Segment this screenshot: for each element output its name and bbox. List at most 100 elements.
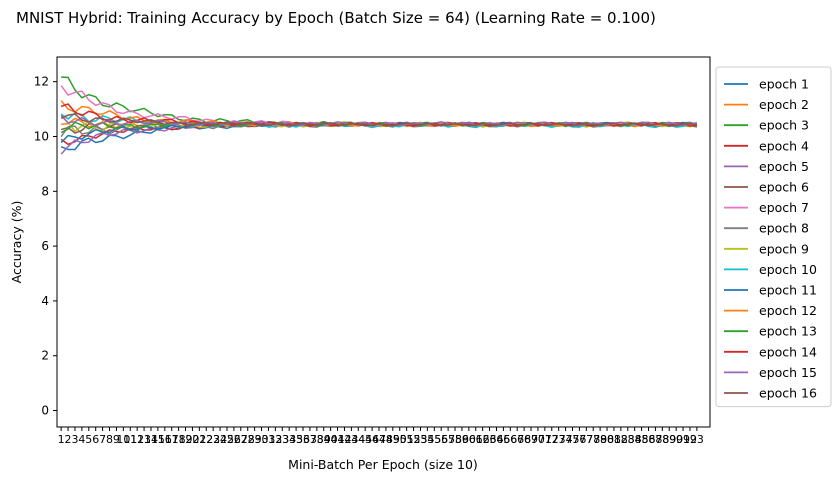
- x-tick-label: 24: [213, 433, 227, 446]
- x-tick-label: 4: [78, 433, 85, 446]
- y-tick-label: 8: [41, 184, 49, 198]
- legend-entry: epoch 9: [759, 241, 809, 256]
- x-tick-label: 54: [420, 433, 434, 446]
- x-tick-label: 65: [496, 433, 510, 446]
- x-tick-label: 42: [337, 433, 351, 446]
- x-tick-label: 78: [586, 433, 600, 446]
- x-tick-label: 69: [524, 433, 538, 446]
- x-tick-label: 28: [241, 433, 255, 446]
- x-tick-label: 85: [635, 433, 649, 446]
- x-tick-label: 16: [158, 433, 172, 446]
- x-tick-label: 44: [351, 433, 365, 446]
- x-tick-label: 71: [538, 433, 552, 446]
- x-tick-label: 92: [683, 433, 697, 446]
- x-tick-label: 93: [690, 433, 704, 446]
- x-tick-label: 37: [303, 433, 317, 446]
- x-tick-label: 45: [358, 433, 372, 446]
- x-tick-label: 2: [65, 433, 72, 446]
- x-tick-label: 14: [144, 433, 158, 446]
- x-tick-label: 60: [462, 433, 476, 446]
- legend-entry: epoch 8: [759, 221, 809, 236]
- legend-entry: epoch 11: [759, 283, 817, 298]
- x-tick-label: 66: [503, 433, 517, 446]
- x-tick-label: 75: [565, 433, 579, 446]
- x-tick-label: 36: [296, 433, 310, 446]
- x-tick-label: 61: [469, 433, 483, 446]
- x-tick-label: 32: [268, 433, 282, 446]
- x-tick-label: 48: [379, 433, 393, 446]
- x-tick-label: 12: [130, 433, 144, 446]
- legend-entry: epoch 1: [759, 77, 809, 92]
- y-axis-label: Accuracy (%): [9, 201, 24, 284]
- x-tick-label: 47: [372, 433, 386, 446]
- x-tick-label: 21: [192, 433, 206, 446]
- y-tick-label: 2: [41, 349, 49, 363]
- x-tick-label: 33: [275, 433, 289, 446]
- y-tick-label: 12: [34, 75, 49, 89]
- x-tick-label: 30: [255, 433, 269, 446]
- x-tick-label: 31: [261, 433, 275, 446]
- legend-entry: epoch 13: [759, 324, 817, 339]
- x-tick-label: 63: [483, 433, 497, 446]
- x-tick-label: 81: [607, 433, 621, 446]
- x-tick-label: 67: [510, 433, 524, 446]
- x-tick-label: 57: [441, 433, 455, 446]
- x-tick-label: 58: [448, 433, 462, 446]
- x-tick-label: 53: [413, 433, 427, 446]
- y-tick-label: 0: [41, 404, 49, 418]
- x-tick-label: 80: [600, 433, 614, 446]
- y-axis: 0 2 4 6 8 10 12: [34, 75, 57, 418]
- x-tick-label: 18: [172, 433, 186, 446]
- x-tick-label: 41: [331, 433, 345, 446]
- x-tick-label: 11: [123, 433, 137, 446]
- legend-entry: epoch 5: [759, 159, 809, 174]
- x-tick-label: 13: [137, 433, 151, 446]
- x-tick-label: 9: [113, 433, 120, 446]
- x-tick-label: 86: [642, 433, 656, 446]
- x-tick-label: 72: [545, 433, 559, 446]
- x-tick-label: 64: [489, 433, 503, 446]
- series-lines: [60, 76, 698, 155]
- x-tick-label: 29: [248, 433, 262, 446]
- x-tick-label: 35: [289, 433, 303, 446]
- legend-entry: epoch 6: [759, 180, 809, 195]
- legend: epoch 1 epoch 2 epoch 3 epoch 4 epoch 5 epoch…: [715, 66, 832, 408]
- x-tick-label: 89: [662, 433, 676, 446]
- x-tick-label: 82: [614, 433, 628, 446]
- legend-entry: epoch 2: [759, 97, 809, 112]
- x-tick-label: 3: [71, 433, 78, 446]
- x-tick-label: 26: [227, 433, 241, 446]
- legend-entry: epoch 4: [759, 138, 809, 153]
- legend-entry: epoch 7: [759, 200, 809, 215]
- x-tick-label: 62: [476, 433, 490, 446]
- y-tick-label: 10: [34, 129, 49, 143]
- legend-entry: epoch 16: [759, 386, 817, 401]
- x-tick-label: 40: [324, 433, 338, 446]
- x-tick-label: 10: [116, 433, 130, 446]
- x-tick-label: 1: [58, 433, 65, 446]
- legend-entry: epoch 14: [759, 344, 817, 359]
- x-tick-label: 19: [179, 433, 193, 446]
- x-tick-label: 20: [185, 433, 199, 446]
- legend-entry: epoch 12: [759, 303, 817, 318]
- plot-area: [56, 56, 711, 428]
- legend-box: [715, 66, 832, 408]
- x-tick-label: 8: [106, 433, 113, 446]
- y-tick-label: 4: [41, 294, 49, 308]
- y-tick-label: 6: [41, 239, 49, 253]
- series-line-epoch-16: [60, 113, 698, 127]
- x-tick-label: 34: [282, 433, 296, 446]
- x-axis-label: Mini-Batch Per Epoch (size 10): [288, 457, 478, 472]
- x-tick-label: 88: [655, 433, 669, 446]
- x-tick-label: 22: [199, 433, 213, 446]
- series-line-epoch-3: [61, 76, 697, 128]
- x-tick-label: 51: [400, 433, 414, 446]
- x-tick-label: 70: [531, 433, 545, 446]
- x-tick-label: 7: [99, 433, 106, 446]
- x-tick-label: 52: [407, 433, 421, 446]
- x-tick-label: 87: [648, 433, 662, 446]
- x-tick-label: 91: [676, 433, 690, 446]
- x-axis: 1 2 3 4 5 6 7 8 91011121314151617181920212223242…: [58, 427, 704, 446]
- x-tick-label: 49: [386, 433, 400, 446]
